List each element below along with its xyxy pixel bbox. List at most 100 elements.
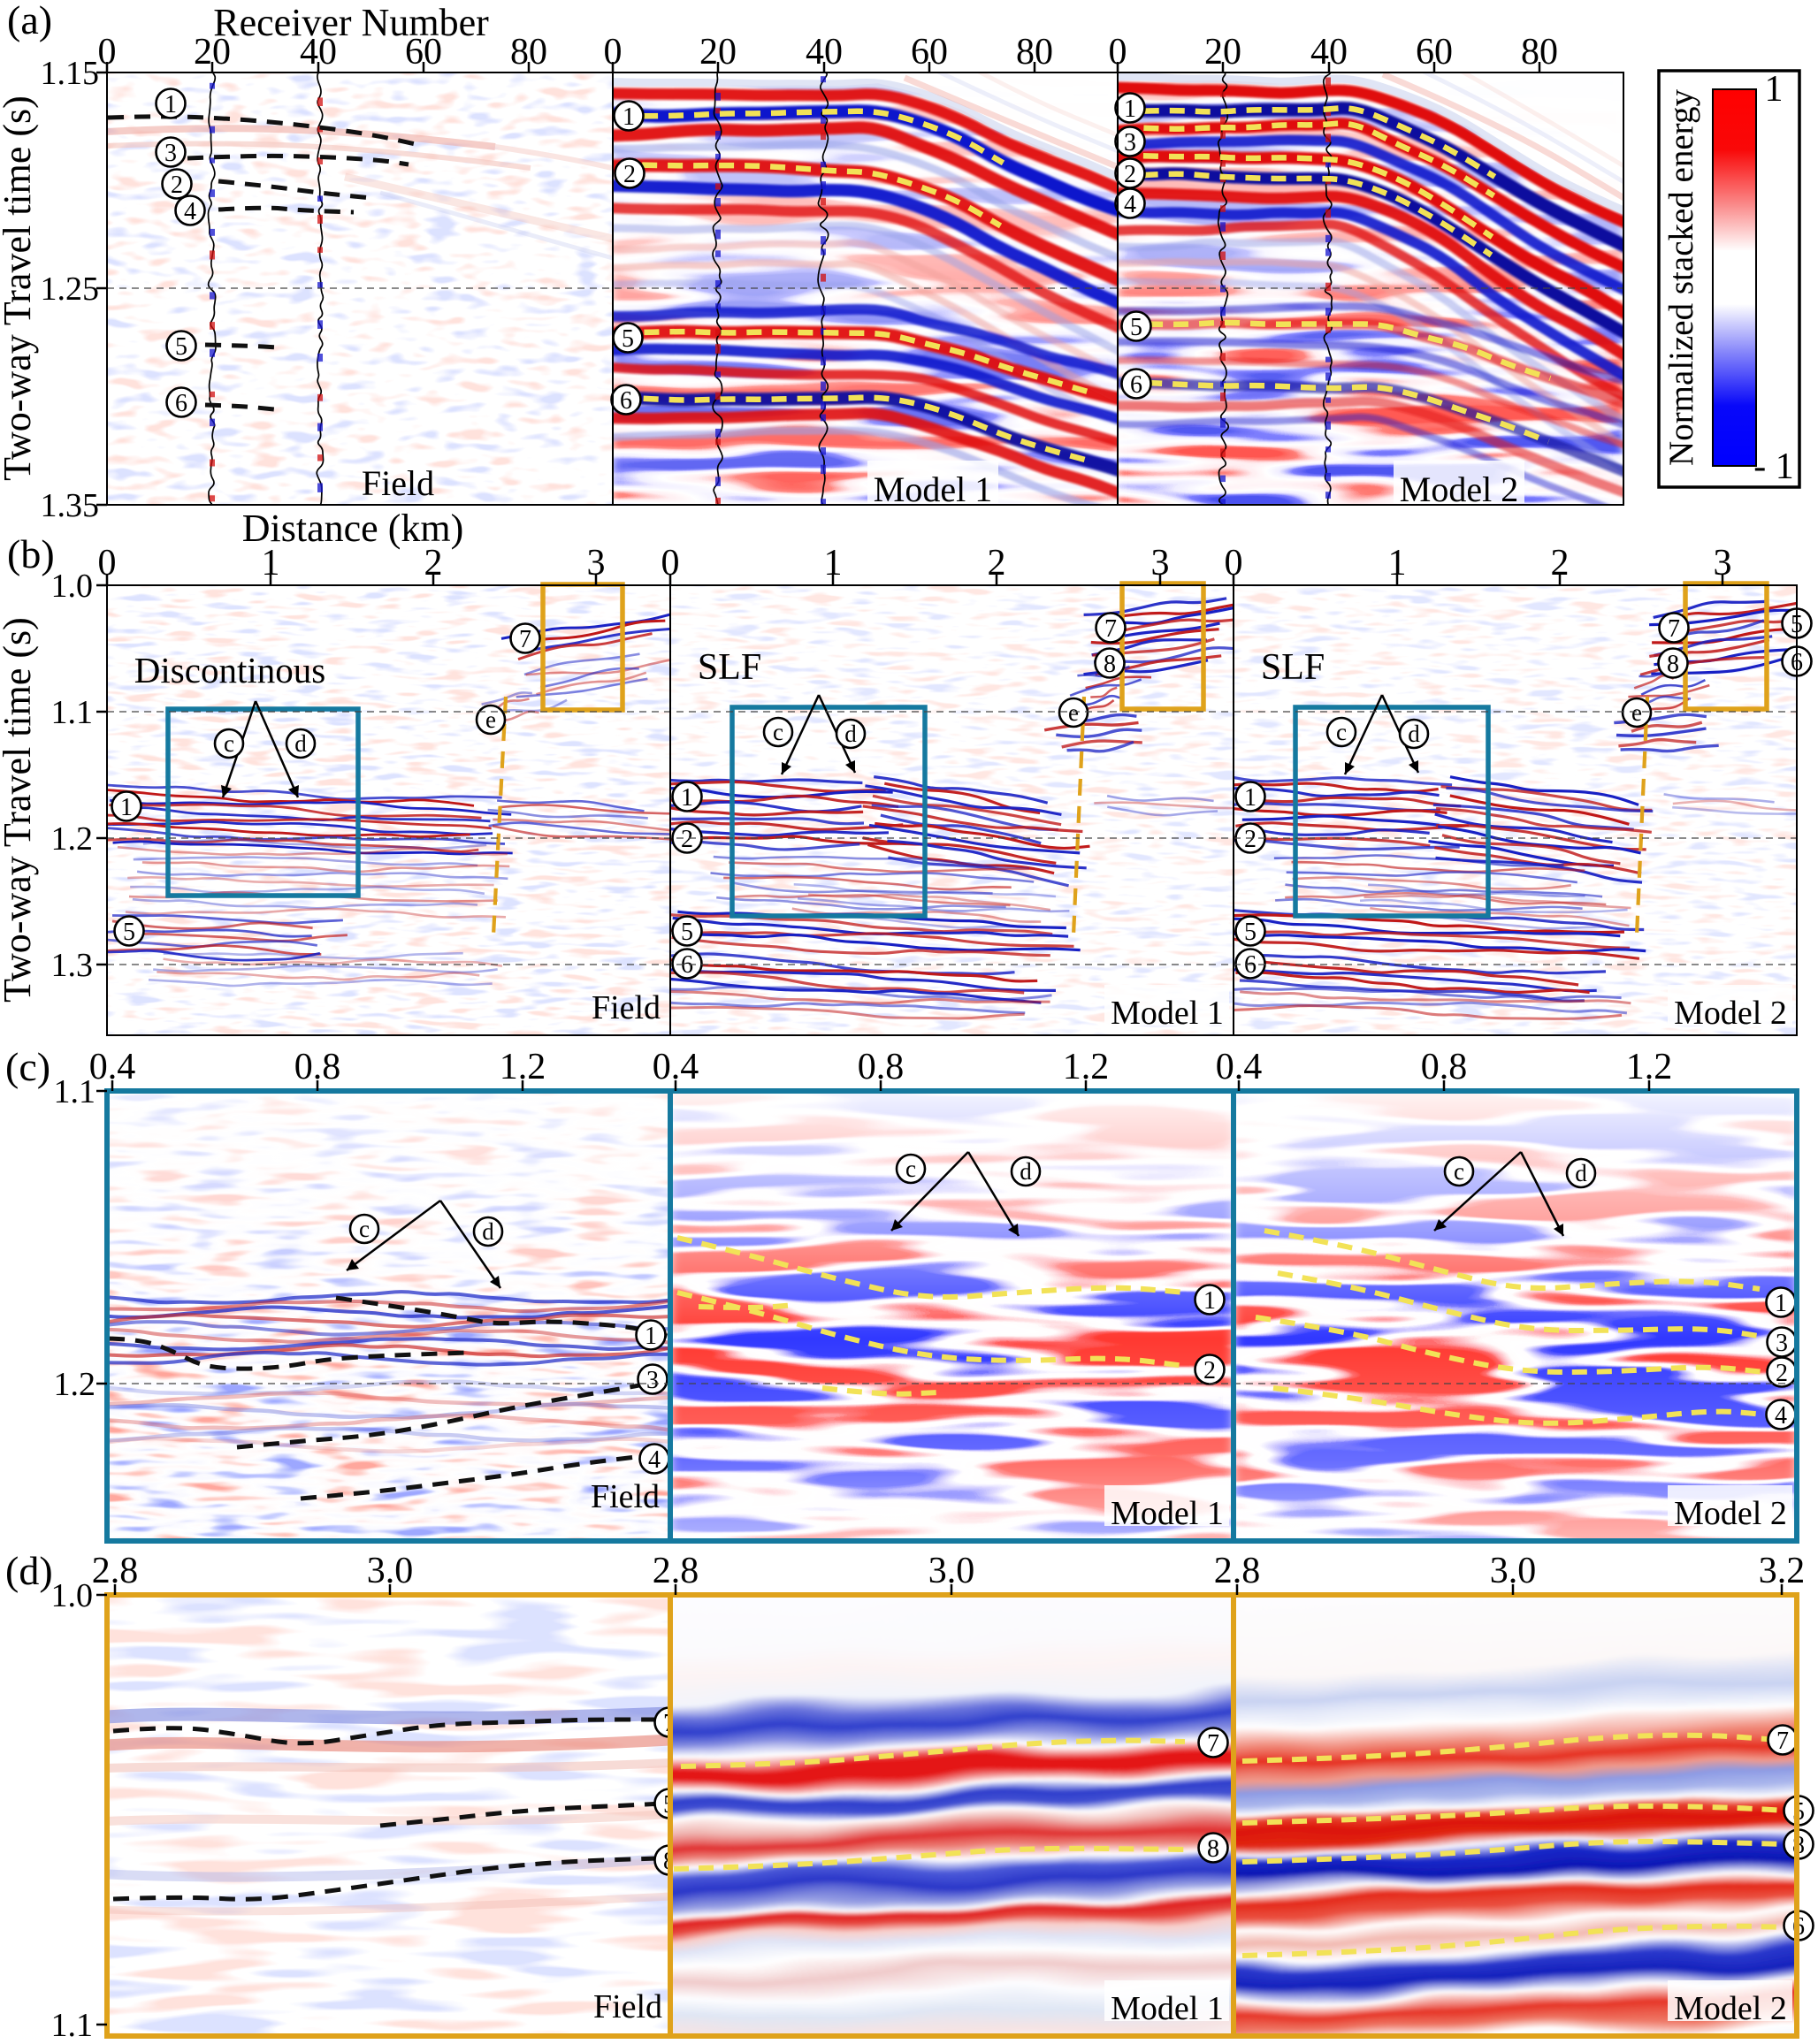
svg-text:e: e [1068,699,1079,726]
svg-text:7: 7 [1207,1730,1219,1758]
svg-text:Model 1: Model 1 [1111,995,1224,1032]
svg-text:2: 2 [171,172,183,199]
svg-text:c: c [359,1216,370,1242]
svg-text:3.0: 3.0 [928,1551,975,1591]
svg-text:1: 1 [824,543,843,583]
svg-text:1.25: 1.25 [41,271,100,308]
svg-text:80: 80 [1521,32,1558,72]
svg-text:0.4: 0.4 [653,1047,699,1087]
svg-text:c: c [1336,719,1347,745]
svg-text:d: d [1408,721,1420,747]
svg-text:60: 60 [405,32,442,72]
svg-text:1.35: 1.35 [41,487,100,524]
svg-text:40: 40 [300,32,337,72]
svg-text:3: 3 [1124,129,1136,156]
svg-text:2: 2 [1124,161,1136,188]
svg-text:3.2: 3.2 [1759,1551,1806,1591]
svg-text:1: 1 [1765,69,1784,110]
svg-text:c: c [773,719,783,745]
svg-text:7: 7 [1104,615,1117,643]
svg-text:(d): (d) [5,1548,53,1593]
svg-text:e: e [485,706,496,733]
svg-text:Model 1: Model 1 [1111,1990,1224,2027]
svg-text:0.4: 0.4 [1216,1047,1263,1087]
svg-text:Receiver Number: Receiver Number [213,1,489,44]
svg-text:5: 5 [681,919,693,946]
svg-text:6: 6 [175,390,187,417]
svg-text:Field: Field [592,989,661,1026]
svg-text:60: 60 [911,32,948,72]
svg-text:8: 8 [1207,1835,1219,1863]
svg-text:Two-way Travel time (s): Two-way Travel time (s) [0,617,39,1003]
svg-text:1.15: 1.15 [41,55,100,92]
svg-text:3: 3 [587,543,606,583]
svg-text:3: 3 [646,1367,659,1394]
svg-text:2: 2 [988,543,1006,583]
svg-text:0: 0 [1109,32,1127,72]
svg-text:c: c [1454,1158,1464,1185]
svg-text:2.8: 2.8 [92,1551,139,1591]
svg-text:1.0: 1.0 [51,1577,94,1614]
svg-text:1: 1 [1775,1290,1787,1317]
svg-text:3: 3 [1714,543,1732,583]
svg-text:7: 7 [1668,615,1680,643]
svg-text:0: 0 [1225,543,1243,583]
svg-text:3.0: 3.0 [1490,1551,1537,1591]
svg-text:Field: Field [593,1988,662,2025]
svg-text:Field: Field [591,1478,660,1515]
svg-text:Model 1: Model 1 [1111,1495,1224,1532]
svg-text:40: 40 [806,32,843,72]
svg-text:Model 1: Model 1 [874,469,992,509]
svg-text:d: d [844,721,857,747]
svg-text:1: 1 [1203,1287,1216,1315]
svg-text:8: 8 [1667,651,1679,678]
svg-text:1.2: 1.2 [1626,1047,1673,1087]
svg-text:1.2: 1.2 [1063,1047,1110,1087]
svg-text:2: 2 [1776,1360,1788,1387]
svg-text:0: 0 [604,32,623,72]
svg-text:Model 2: Model 2 [1674,1495,1787,1532]
svg-text:7: 7 [519,626,531,653]
svg-text:80: 80 [1016,32,1053,72]
svg-text:1: 1 [1388,543,1407,583]
svg-text:1: 1 [1244,784,1257,812]
svg-text:0: 0 [661,543,680,583]
svg-text:Normalized stacked energy: Normalized stacked energy [1662,89,1700,466]
svg-text:80: 80 [510,32,547,72]
svg-text:d: d [1020,1158,1032,1185]
svg-text:2: 2 [1551,543,1570,583]
svg-text:d: d [1575,1160,1587,1186]
svg-text:1.2: 1.2 [500,1047,546,1087]
svg-text:2: 2 [623,161,636,188]
svg-text:7: 7 [1776,1727,1789,1755]
svg-text:1.1: 1.1 [51,2007,94,2040]
svg-text:3: 3 [164,140,177,167]
svg-text:0.8: 0.8 [1421,1047,1468,1087]
svg-text:1: 1 [681,784,693,812]
svg-text:20: 20 [1204,32,1241,72]
svg-text:20: 20 [699,32,737,72]
svg-text:2: 2 [681,826,693,853]
svg-text:Two-way Travel time (s): Two-way Travel time (s) [0,95,39,481]
svg-text:SLF: SLF [698,647,761,688]
svg-text:0: 0 [98,543,117,583]
svg-text:6: 6 [1130,371,1142,399]
svg-text:(b): (b) [7,531,55,576]
svg-text:5: 5 [1244,919,1257,946]
svg-text:1.3: 1.3 [51,947,94,984]
svg-text:Discontinous: Discontinous [134,650,325,690]
svg-text:(a): (a) [7,0,52,42]
svg-text:1: 1 [262,543,280,583]
svg-text:e: e [1631,699,1642,726]
svg-text:1: 1 [120,794,133,821]
svg-text:1: 1 [164,91,177,118]
svg-text:2: 2 [1244,826,1257,853]
svg-text:Field: Field [362,463,434,503]
svg-text:4: 4 [1124,191,1136,218]
svg-text:4: 4 [184,198,196,225]
svg-text:4: 4 [648,1446,661,1474]
svg-text:5: 5 [123,919,135,946]
svg-text:(c): (c) [5,1044,50,1089]
svg-text:c: c [224,730,234,757]
svg-text:0: 0 [98,32,117,72]
